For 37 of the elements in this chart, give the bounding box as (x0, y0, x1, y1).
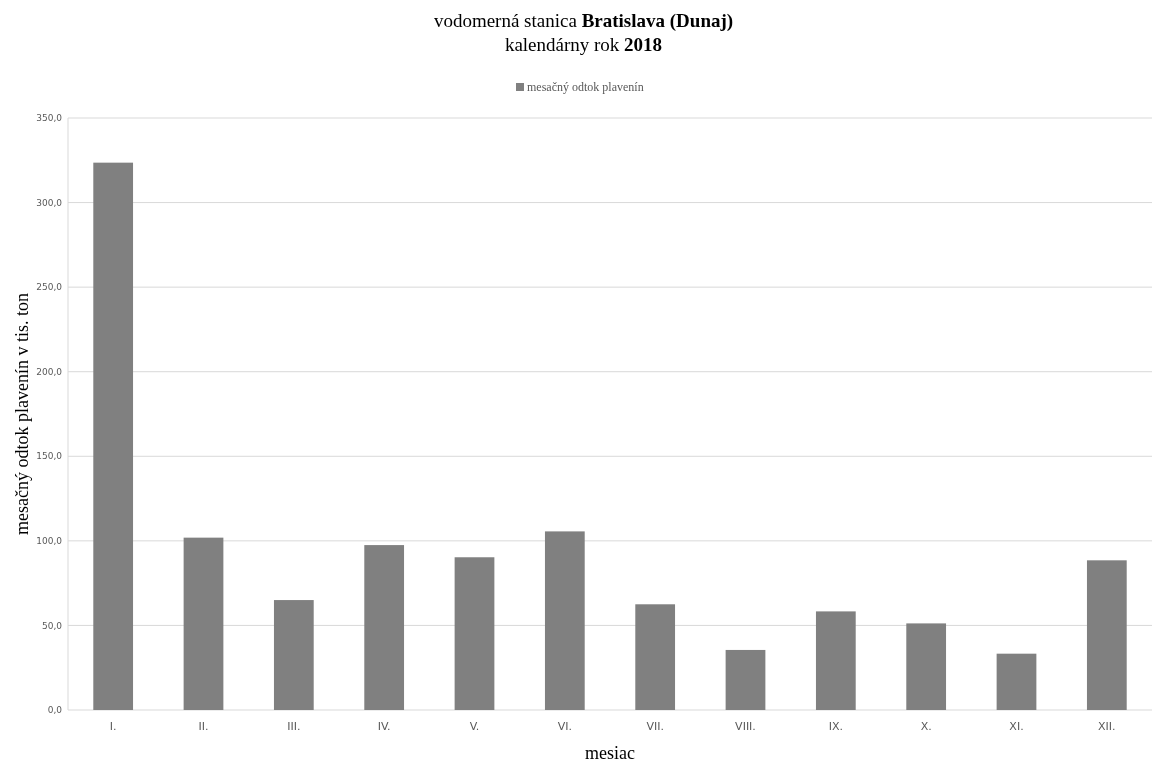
x-axis-title: mesiac (585, 743, 635, 763)
y-tick-label: 300,0 (36, 197, 63, 208)
bar (996, 653, 1037, 710)
bar (93, 162, 134, 710)
chart-title: vodomerná stanica Bratislava (Dunaj) (433, 10, 734, 32)
x-tick-label: V. (469, 720, 480, 733)
legend-label: mesačný odtok plavenín (527, 80, 644, 94)
bar (273, 600, 314, 710)
bar (544, 531, 585, 710)
y-tick-label: 150,0 (36, 451, 63, 462)
bar (1086, 560, 1127, 710)
x-tick-label: IV. (377, 720, 391, 733)
x-tick-label: VII. (646, 720, 664, 733)
y-axis-title: mesačný odtok plavenín v tis. ton (12, 293, 32, 535)
bar (454, 557, 495, 710)
x-tick-label: III. (287, 720, 301, 733)
y-tick-label: 350,0 (36, 113, 63, 124)
bar (906, 623, 947, 710)
bar (183, 537, 224, 710)
y-tick-label: 50,0 (41, 620, 63, 631)
chart-subtitle: kalendárny rok 2018 (504, 34, 663, 55)
x-tick-label: VI. (557, 720, 572, 733)
bar (364, 545, 405, 710)
x-tick-label: VIII. (735, 720, 756, 733)
bar (635, 604, 676, 710)
y-tick-label: 100,0 (36, 536, 63, 547)
x-tick-label: II. (198, 720, 209, 733)
x-tick-label: XII. (1098, 720, 1116, 733)
y-tick-label: 200,0 (36, 366, 63, 377)
x-tick-label: IX. (828, 720, 843, 733)
x-tick-label: X. (920, 720, 932, 733)
bar (815, 611, 856, 710)
y-tick-label: 250,0 (36, 282, 63, 293)
y-tick-label: 0,0 (47, 705, 63, 716)
bar (725, 649, 766, 710)
x-tick-label: I. (109, 720, 117, 733)
x-tick-label: XI. (1009, 720, 1024, 733)
